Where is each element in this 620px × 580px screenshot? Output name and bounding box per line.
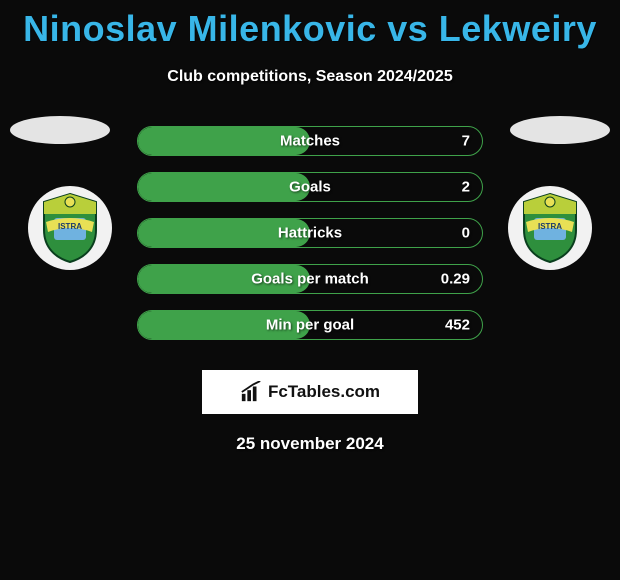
stat-value-right: 452 [445,317,470,334]
shield-icon: ISTRA [520,192,580,264]
svg-text:ISTRA: ISTRA [538,222,562,231]
stats-container: Matches 7 Goals 2 Hattricks 0 Goals per match 0… [137,116,483,356]
stat-label: Min per goal [266,317,354,334]
stat-row: Goals per match 0.29 [137,264,483,294]
club-crest-right: ISTRA [508,186,592,270]
subtitle: Club competitions, Season 2024/2025 [0,68,620,86]
stat-value-right: 0.29 [441,271,470,288]
stat-label: Hattricks [278,225,342,242]
shield-icon: ISTRA [40,192,100,264]
stat-fill-left [138,173,310,201]
player-ellipse-left [10,116,110,144]
stat-label: Goals per match [251,271,369,288]
date-label: 25 november 2024 [0,434,620,454]
svg-text:ISTRA: ISTRA [58,222,82,231]
comparison-panel: ISTRA ISTRA Matches 7 Goals 2 Hattricks 0 Goal… [0,116,620,356]
stat-row: Min per goal 452 [137,310,483,340]
stat-value-right: 2 [462,179,470,196]
branding-text: FcTables.com [268,382,380,402]
branding-badge: FcTables.com [202,370,418,414]
stat-value-right: 7 [462,133,470,150]
chart-icon [240,381,262,403]
stat-label: Matches [280,133,340,150]
stat-label: Goals [289,179,331,196]
club-crest-left: ISTRA [28,186,112,270]
stat-row: Matches 7 [137,126,483,156]
player-ellipse-right [510,116,610,144]
stat-value-right: 0 [462,225,470,242]
stat-row: Hattricks 0 [137,218,483,248]
page-title: Ninoslav Milenkovic vs Lekweiry [0,0,620,50]
stat-row: Goals 2 [137,172,483,202]
